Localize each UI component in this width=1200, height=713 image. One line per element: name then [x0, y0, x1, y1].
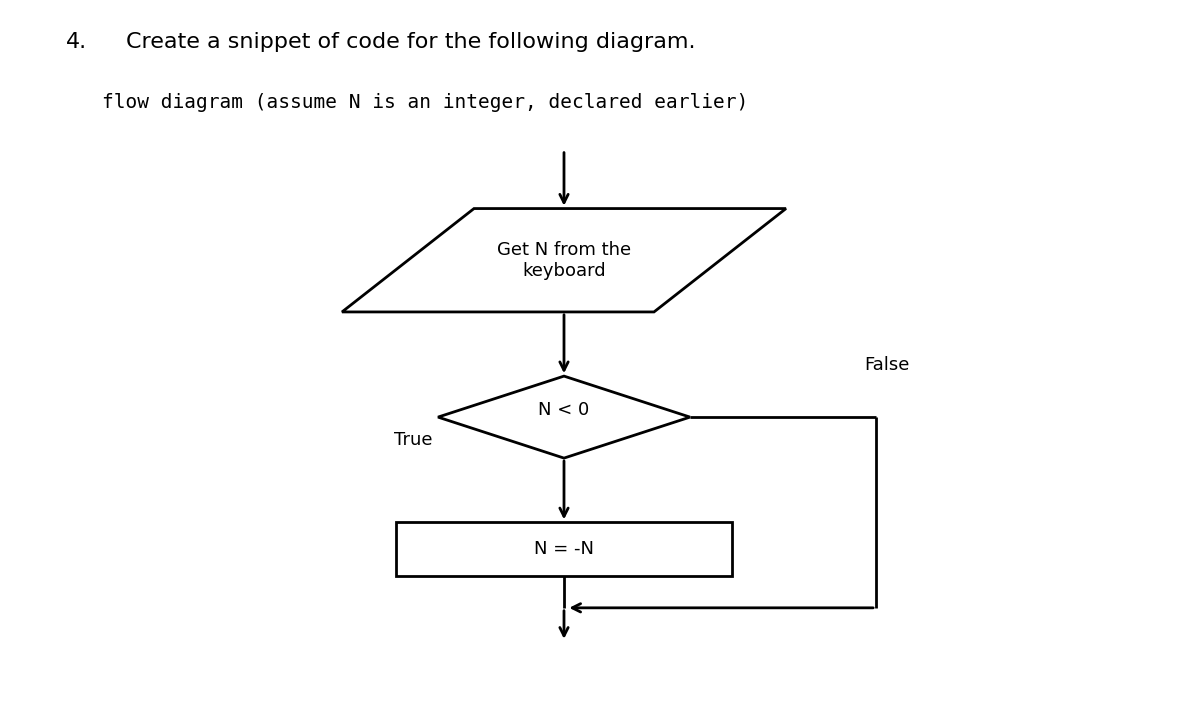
Text: False: False: [864, 356, 910, 374]
Text: Get N from the
keyboard: Get N from the keyboard: [497, 241, 631, 279]
Text: N = -N: N = -N: [534, 540, 594, 558]
Text: 4.: 4.: [66, 32, 88, 52]
Polygon shape: [342, 208, 786, 312]
Text: flow diagram (assume N is an integer, declared earlier): flow diagram (assume N is an integer, de…: [102, 93, 749, 112]
Polygon shape: [438, 376, 690, 458]
Text: Create a snippet of code for the following diagram.: Create a snippet of code for the followi…: [126, 32, 696, 52]
Text: N < 0: N < 0: [539, 401, 589, 419]
Bar: [396, 522, 732, 576]
Text: True: True: [394, 431, 432, 449]
